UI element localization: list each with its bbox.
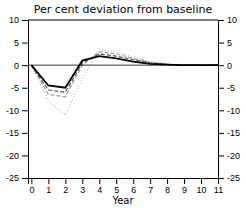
tick: 5 <box>114 178 119 195</box>
series-line <box>31 52 218 97</box>
x-axis: 0 1 2 3 4 5 6 7 8 9 10 11 <box>29 178 224 195</box>
tick-label: 8 <box>165 185 170 195</box>
tick: 0 <box>14 61 28 71</box>
tick: -15 <box>6 128 28 138</box>
tick: -5 <box>218 83 235 93</box>
tick-mark <box>201 178 202 184</box>
tick: 10 <box>218 15 237 25</box>
tick: -10 <box>218 106 240 116</box>
tick-mark <box>22 155 28 156</box>
title: Per cent deviation from baseline <box>34 3 213 16</box>
tick-mark <box>218 155 224 156</box>
tick-mark <box>133 178 134 184</box>
tick-label: 3 <box>80 185 85 195</box>
tick-label: -5 <box>227 83 235 93</box>
tick-mark <box>22 110 28 111</box>
tick-mark <box>22 178 28 179</box>
series-line <box>31 56 218 88</box>
tick-label: 0 <box>227 61 232 71</box>
tick-label: 10 <box>9 15 19 25</box>
tick-mark <box>167 178 168 184</box>
tick: 9 <box>182 178 187 195</box>
y-axis: -25 -20 -15 -10 -5 0 5 10 <box>6 15 29 183</box>
tick-mark <box>218 43 224 44</box>
tick: 2 <box>63 178 68 195</box>
plot-area <box>28 49 218 114</box>
tick-mark <box>22 43 28 44</box>
tick: 1 <box>46 178 51 195</box>
tick-label: 6 <box>131 185 136 195</box>
tick: 8 <box>165 178 170 195</box>
tick: 7 <box>148 178 153 195</box>
tick-label: 9 <box>182 185 187 195</box>
series-line <box>31 49 218 114</box>
tick: -20 <box>218 151 240 161</box>
tick-mark <box>22 65 28 66</box>
tick: 4 <box>97 178 102 195</box>
frame-top <box>28 20 218 21</box>
tick-label: 11 <box>214 185 223 195</box>
tick-mark <box>22 88 28 89</box>
tick-label: 1 <box>46 185 51 195</box>
tick-mark <box>99 178 100 184</box>
series-line <box>31 54 218 92</box>
tick: 5 <box>14 38 28 48</box>
tick-mark <box>22 20 28 21</box>
tick: 0 <box>29 178 34 195</box>
tick-label: 5 <box>227 38 232 48</box>
tick-label: -15 <box>227 128 240 138</box>
tick: 0 <box>218 61 232 71</box>
tick-label: -25 <box>227 173 240 183</box>
tick-mark <box>82 178 83 184</box>
tick-mark <box>31 178 32 184</box>
x-label: Year <box>111 195 134 206</box>
tick: -5 <box>11 83 28 93</box>
tick-mark <box>218 20 224 21</box>
tick: 3 <box>80 178 85 195</box>
tick: 10 <box>9 15 28 25</box>
tick-label: 7 <box>148 185 153 195</box>
tick: -10 <box>6 106 28 116</box>
tick-mark <box>150 178 151 184</box>
tick-mark <box>218 88 224 89</box>
tick-mark <box>48 178 49 184</box>
tick-mark <box>22 133 28 134</box>
tick-mark <box>184 178 185 184</box>
tick-label: 4 <box>97 185 102 195</box>
tick: -15 <box>218 128 240 138</box>
y2-axis: -25 -20 -15 -10 -5 0 5 10 <box>218 15 240 183</box>
tick-mark <box>116 178 117 184</box>
tick-label: 2 <box>63 185 68 195</box>
tick: 10 <box>197 178 207 195</box>
tick-label: 0 <box>14 61 19 71</box>
chart: 0 1 2 3 4 5 6 7 8 9 10 11 -25 -20 -15 -10 -5 0 5 10 -25 -20 -1… <box>0 0 246 208</box>
tick-label: -5 <box>11 83 19 93</box>
reference-line <box>28 65 218 66</box>
tick-mark <box>218 110 224 111</box>
tick-mark <box>65 178 66 184</box>
tick-label: -25 <box>6 173 19 183</box>
tick-label: -10 <box>6 106 19 116</box>
tick-mark <box>218 133 224 134</box>
tick: -20 <box>6 151 28 161</box>
tick-label: 10 <box>197 185 207 195</box>
axis-line <box>22 21 29 179</box>
tick-label: -10 <box>227 106 240 116</box>
tick-mark <box>218 178 224 179</box>
tick: -25 <box>6 173 28 183</box>
tick-mark <box>218 65 224 66</box>
tick-label: 0 <box>29 185 34 195</box>
tick-label: -15 <box>6 128 19 138</box>
axis-line <box>219 21 225 179</box>
tick-label: -20 <box>6 151 19 161</box>
tick: -25 <box>218 173 240 183</box>
tick-label: 10 <box>227 15 237 25</box>
tick: 6 <box>131 178 136 195</box>
tick-label: -20 <box>227 151 240 161</box>
tick-label: 5 <box>114 185 119 195</box>
tick: 11 <box>214 178 223 195</box>
axis-line <box>29 179 219 185</box>
tick-label: 5 <box>14 38 19 48</box>
tick: 5 <box>218 38 232 48</box>
